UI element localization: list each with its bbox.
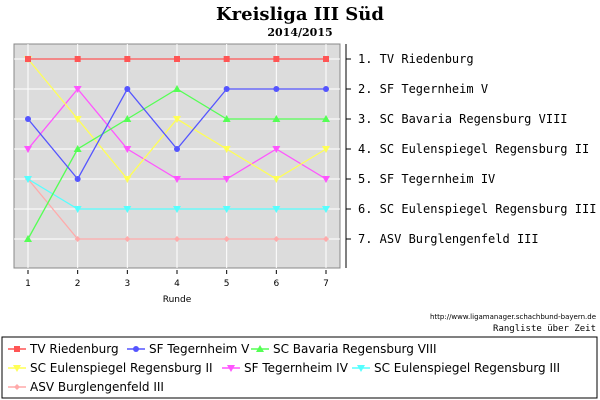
- data-point: [73, 145, 82, 152]
- data-point: [222, 115, 231, 122]
- legend-entry: SC Eulenspiegel Regensburg II: [30, 361, 213, 375]
- legend-swatch-marker: [13, 365, 21, 372]
- data-point: [73, 206, 82, 213]
- data-point: [174, 56, 180, 62]
- chart-subtitle: 2014/2015: [267, 26, 332, 39]
- data-point: [272, 176, 281, 183]
- data-point: [173, 116, 181, 123]
- data-point: [273, 86, 280, 92]
- rank-labels: 1. TV Riedenburg 2. SF Tegernheim V 3. SC …: [358, 52, 596, 246]
- legend-swatch-marker: [14, 346, 20, 352]
- rank-label: 2. SF Tegernheim V: [358, 82, 488, 96]
- legend-entry: SC Bavaria Regensburg VIII: [273, 342, 437, 356]
- data-point: [123, 115, 132, 122]
- legend-entry: SF Tegernheim IV: [244, 361, 349, 375]
- data-point: [323, 236, 329, 242]
- x-tick-label: 7: [323, 279, 329, 289]
- x-tick-label: 3: [124, 279, 130, 289]
- data-point: [25, 116, 31, 122]
- data-point: [322, 115, 330, 122]
- rank-label: 4. SC Eulenspiegel Regensburg II: [358, 142, 589, 156]
- legend-swatch-marker: [227, 365, 235, 372]
- data-point: [73, 86, 82, 93]
- data-point: [322, 176, 330, 183]
- data-point: [272, 206, 281, 213]
- legend-entry: SF Tegernheim V: [149, 342, 250, 356]
- data-point: [124, 86, 131, 92]
- data-point: [74, 236, 81, 242]
- data-point: [174, 146, 180, 152]
- data-point: [124, 56, 131, 62]
- data-point: [272, 115, 281, 122]
- legend-box: [1, 336, 598, 399]
- legend-swatch-marker: [256, 345, 264, 352]
- legend-entry: TV Riedenburg: [29, 342, 119, 356]
- data-point: [273, 236, 280, 242]
- data-point: [222, 206, 231, 213]
- data-point: [223, 56, 230, 62]
- data-point: [24, 176, 32, 183]
- source-url: http://www.ligamanager.schachbund-bayern…: [430, 313, 596, 321]
- data-point: [273, 56, 280, 62]
- data-point: [123, 176, 132, 183]
- x-tick-label: 4: [174, 279, 180, 289]
- data-point: [124, 236, 131, 242]
- legend-swatch-marker: [14, 384, 20, 390]
- legend-swatch-marker: [357, 365, 365, 372]
- data-point: [173, 176, 181, 183]
- data-point: [73, 116, 82, 123]
- x-tick-label: 2: [75, 279, 81, 289]
- rank-label: 6. SC Eulenspiegel Regensburg III: [358, 202, 596, 216]
- data-point: [74, 56, 81, 62]
- rank-label: 5. SF Tegernheim IV: [358, 172, 495, 186]
- data-point: [323, 56, 329, 62]
- data-point: [123, 146, 132, 153]
- data-point: [173, 206, 181, 213]
- data-point: [174, 236, 180, 242]
- legend: TV Riedenburg SF Tegernheim V SC Bavaria R…: [8, 342, 560, 394]
- footer-caption: Rangliste über Zeit: [493, 324, 596, 334]
- x-tick-label: 6: [273, 279, 279, 289]
- data-point: [222, 146, 231, 153]
- chart-title: Kreisliga III Süd: [216, 4, 384, 25]
- series-markers: [24, 56, 330, 242]
- data-point: [222, 176, 231, 183]
- x-tick-label: 5: [224, 279, 230, 289]
- data-point: [223, 236, 230, 242]
- data-point: [323, 86, 329, 92]
- data-point: [24, 146, 32, 153]
- data-point: [24, 235, 32, 242]
- data-point: [223, 86, 230, 92]
- legend-swatch-marker: [133, 346, 139, 352]
- data-point: [173, 85, 181, 92]
- data-point: [272, 146, 281, 153]
- rank-label: 1. TV Riedenburg: [358, 52, 474, 66]
- legend-entry: ASV Burglengenfeld III: [30, 380, 164, 394]
- data-point: [322, 146, 330, 153]
- data-point: [322, 206, 330, 213]
- data-point: [25, 56, 31, 62]
- x-axis-label: Runde: [163, 295, 192, 305]
- data-point: [123, 206, 132, 213]
- data-point: [74, 176, 81, 182]
- x-tick-label: 1: [25, 279, 31, 289]
- rank-label: 7. ASV Burglengenfeld III: [358, 232, 539, 246]
- legend-entry: SC Eulenspiegel Regensburg III: [374, 361, 560, 375]
- rank-label: 3. SC Bavaria Regensburg VIII: [358, 112, 568, 126]
- x-axis: 1 2 3 4 5 6 7: [25, 270, 329, 289]
